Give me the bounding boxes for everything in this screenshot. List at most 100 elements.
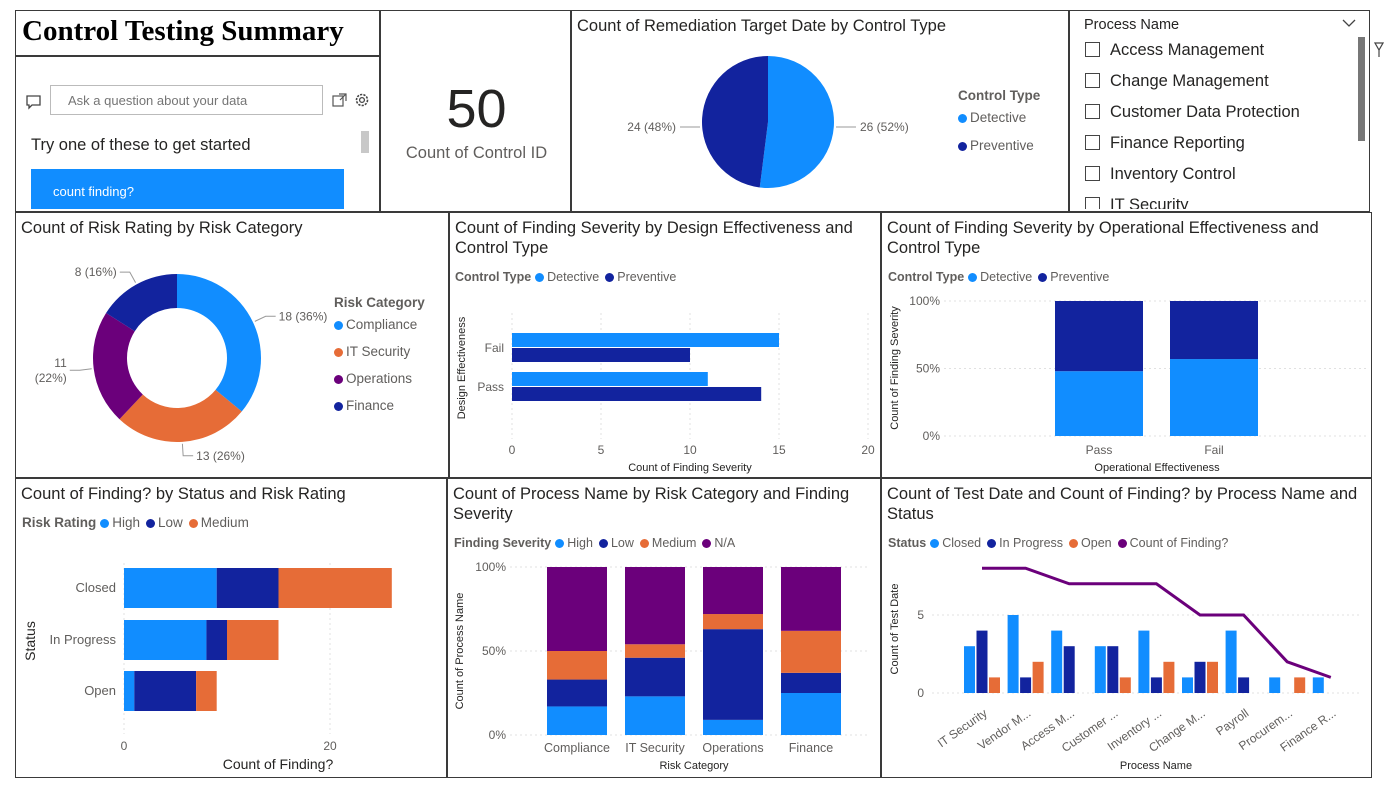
bar-preventive-pass <box>512 387 762 401</box>
slicer-checkbox[interactable] <box>1085 42 1100 57</box>
x-tick-label: 5 <box>598 443 605 457</box>
x-tick-label: 20 <box>323 739 337 753</box>
bar-closed-vendor-m <box>1007 615 1019 693</box>
y-tick-label: 0% <box>489 728 507 742</box>
title-tile: Control Testing Summary <box>15 10 380 57</box>
bar-medium-finance <box>781 630 841 673</box>
x-tick-label: IT Security <box>625 741 685 755</box>
bar-closed-customer <box>1094 646 1106 693</box>
qa-suggestion-button[interactable]: count finding? <box>31 169 344 209</box>
pie-data-label: 26 (52%) <box>860 120 909 134</box>
testdate-combo-tile: Count of Test Date and Count of Finding?… <box>881 478 1372 778</box>
y-axis-title: Design Effectiveness <box>456 316 468 419</box>
bar-high-in-progress <box>124 620 207 660</box>
bar-n-a-finance <box>781 567 841 631</box>
pie-slice-detective <box>759 56 834 188</box>
slicer-checkbox[interactable] <box>1085 166 1100 181</box>
slicer-checkbox[interactable] <box>1085 104 1100 119</box>
operational-legend: Control Type Detective Preventive <box>888 270 1110 284</box>
x-tick-label: Compliance <box>544 741 610 755</box>
card-tile: 50 Count of Control ID <box>380 10 571 212</box>
bar-closed-payroll <box>1225 630 1237 693</box>
status-bar-chart: 0 20 Closed In Progress Open Count of Finding… <box>22 563 392 772</box>
slicer-item-change-management[interactable]: Change Management <box>1085 72 1355 103</box>
y-tick-label: 5 <box>917 608 924 622</box>
x-tick-label: Operations <box>702 741 763 755</box>
x-axis-title: Process Name <box>1120 760 1192 772</box>
qa-input[interactable] <box>50 85 323 115</box>
report-title: Control Testing Summary <box>22 15 344 47</box>
process-slicer-tile: Process Name Access Management Change Man… <box>1069 10 1370 212</box>
bar-high-compliance <box>547 706 607 735</box>
y-tick-label: In Progress <box>50 632 117 647</box>
donut-data-label: 13 (26%) <box>196 449 245 463</box>
risk-legend-title: Risk Category <box>334 295 425 310</box>
y-axis-title: Status <box>22 621 38 661</box>
slicer-item-customer-data-protection[interactable]: Customer Data Protection <box>1085 103 1355 134</box>
slicer-checkbox[interactable] <box>1085 135 1100 150</box>
bar-high-it-security <box>625 696 685 735</box>
remediation-pie-chart: 26 (52%) 24 (48%) <box>627 56 909 188</box>
slicer-title: Process Name <box>1084 17 1180 33</box>
y-tick-label: 100% <box>909 294 940 308</box>
y-tick-label: 50% <box>482 644 506 658</box>
bar-high-closed <box>124 568 217 608</box>
x-tick-label: Pass <box>1086 443 1113 457</box>
donut-leader-line <box>254 315 276 322</box>
pie-data-label: 24 (48%) <box>627 120 676 134</box>
slicer-item-access-management[interactable]: Access Management <box>1085 41 1355 72</box>
donut-slice-compliance <box>177 274 261 412</box>
process-legend: Finding Severity High Low Medium N/A <box>454 536 736 550</box>
process-bar-tile: Count of Process Name by Risk Category a… <box>447 478 881 778</box>
bar-in-progress-access-m <box>1063 646 1075 693</box>
risk-donut-title: Count of Risk Rating by Risk Category <box>21 219 303 237</box>
slicer-item-label: Change Management <box>1110 72 1269 90</box>
remediation-legend-title: Control Type <box>958 88 1041 103</box>
slicer-item-label: Inventory Control <box>1110 165 1236 183</box>
bar-in-progress-change-m <box>1194 661 1206 693</box>
x-tick-label: Finance <box>789 741 834 755</box>
y-tick-label: 0% <box>923 429 941 443</box>
y-axis-title: Count of Process Name <box>454 593 466 710</box>
donut-data-label: (22%) <box>35 371 67 385</box>
slicer-item-inventory-control[interactable]: Inventory Control <box>1085 165 1355 196</box>
remediation-legend-preventive: Preventive <box>958 138 1034 153</box>
qa-scrollbar[interactable] <box>361 131 369 153</box>
donut-slice-operations <box>93 312 143 420</box>
y-tick-label: Fail <box>485 341 504 355</box>
bar-low-open <box>134 671 197 711</box>
risk-legend-item-it-security: IT Security <box>334 344 417 371</box>
bar-open-inventory <box>1163 661 1175 693</box>
operational-bar-title: Count of Finding Severity by Operational… <box>887 219 1319 257</box>
risk-legend: Compliance IT Security Operations Finance <box>334 317 417 425</box>
slicer-item-label: Access Management <box>1110 41 1265 59</box>
bar-preventive-fail <box>1170 301 1258 360</box>
bar-low-it-security <box>625 657 685 697</box>
donut-data-label: 8 (16%) <box>75 265 117 279</box>
bar-low-compliance <box>547 679 607 707</box>
slicer-item-label: IT Security <box>1110 196 1189 209</box>
bar-high-operations <box>703 719 763 735</box>
bar-medium-it-security <box>625 644 685 658</box>
slicer-list: Access Management Change Management Custom… <box>1085 41 1355 209</box>
slicer-item-finance-reporting[interactable]: Finance Reporting <box>1085 134 1355 165</box>
slicer-checkbox[interactable] <box>1085 197 1100 209</box>
bar-open-customer <box>1119 677 1131 693</box>
x-tick-label: 15 <box>772 443 786 457</box>
bar-detective-fail <box>512 333 779 347</box>
testdate-legend: Status Closed In Progress Open Count of Find… <box>888 536 1229 550</box>
risk-legend-item-compliance: Compliance <box>334 317 417 344</box>
bar-closed-it-security <box>964 646 975 693</box>
donut-slice-it-security <box>119 389 242 442</box>
bar-in-progress-payroll <box>1238 677 1250 693</box>
slicer-item-it-security[interactable]: IT Security <box>1085 196 1355 209</box>
x-axis-title: Risk Category <box>659 760 729 772</box>
process-bar-chart: 100% 50% 0% Compliance IT Security Operations… <box>454 560 868 772</box>
process-bar-title: Count of Process Name by Risk Category a… <box>453 485 850 523</box>
slicer-checkbox[interactable] <box>1085 73 1100 88</box>
design-legend: Control Type Detective Preventive <box>455 270 677 284</box>
bar-low-in-progress <box>206 620 227 660</box>
bar-open-procurem <box>1294 677 1306 693</box>
slicer-scrollbar[interactable] <box>1358 37 1365 141</box>
bar-medium-operations <box>703 614 763 630</box>
